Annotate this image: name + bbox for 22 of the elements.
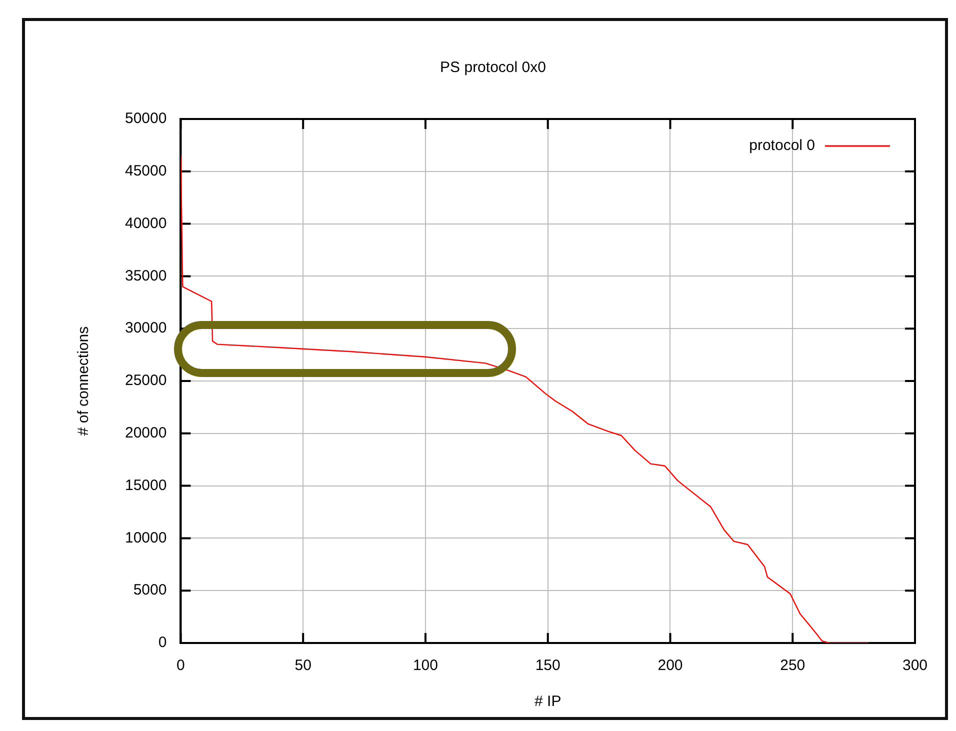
y-tick-label: 25000: [124, 372, 167, 390]
y-tick-label: 0: [158, 634, 167, 652]
x-tick-label: 150: [535, 657, 560, 674]
x-tick-label: 200: [658, 657, 683, 674]
chart-title: PS protocol 0x0: [440, 59, 546, 76]
x-tick-label: 300: [902, 657, 928, 674]
y-tick-label: 5000: [133, 582, 167, 599]
y-tick-label: 45000: [124, 162, 167, 180]
y-tick-label: 40000: [124, 214, 167, 232]
x-tick-label: 0: [176, 657, 185, 674]
y-tick-label: 15000: [124, 476, 167, 494]
x-tick-label: 50: [294, 657, 312, 674]
y-tick-label: 35000: [124, 267, 167, 284]
x-tick-label: 250: [780, 657, 806, 674]
y-tick-label: 30000: [124, 320, 167, 337]
y-tick-label: 10000: [124, 529, 167, 546]
y-tick-label: 50000: [124, 110, 167, 128]
legend-label: protocol 0: [749, 137, 815, 154]
y-tick-label: 20000: [124, 424, 167, 442]
y-axis-title: # of connections: [75, 326, 92, 436]
x-axis-title: # IP: [534, 693, 562, 710]
x-tick-label: 100: [412, 657, 438, 674]
